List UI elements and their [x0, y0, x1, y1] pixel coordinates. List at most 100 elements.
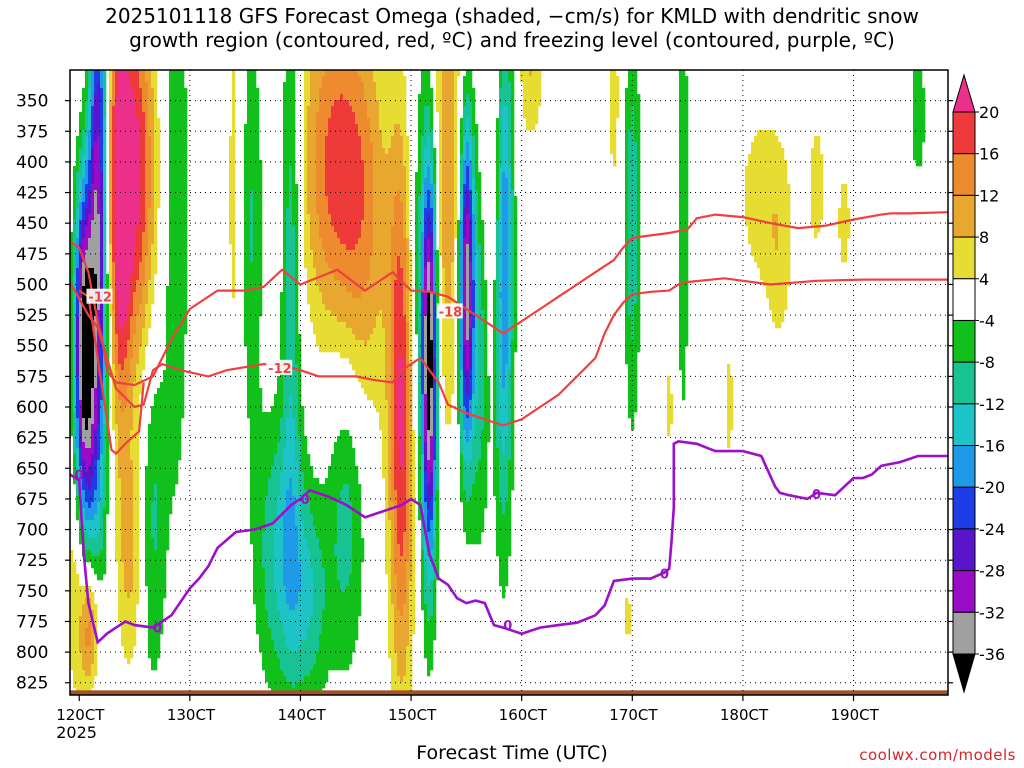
omega-cell [133, 364, 137, 371]
omega-cell [316, 322, 320, 329]
omega-cell [256, 532, 260, 539]
omega-cell [265, 424, 269, 431]
omega-cell [145, 514, 149, 521]
omega-cell [133, 502, 137, 509]
omega-cell [121, 118, 125, 125]
omega-cell [97, 508, 101, 515]
omega-cell [94, 544, 98, 551]
omega-cell [310, 298, 314, 305]
omega-cell [142, 310, 146, 317]
omega-cell [139, 106, 143, 113]
omega-cell [157, 550, 161, 557]
omega-cell [292, 568, 296, 575]
omega-cell [142, 160, 146, 167]
omega-cell [160, 400, 164, 407]
omega-cell [73, 652, 77, 659]
omega-cell [151, 148, 155, 155]
omega-cell [283, 400, 287, 407]
omega-cell [97, 340, 101, 347]
omega-cell [94, 670, 98, 677]
omega-cell [148, 580, 152, 587]
omega-cell [97, 400, 101, 407]
omega-cell [283, 670, 287, 677]
omega-cell [121, 124, 125, 131]
omega-cell [154, 586, 158, 593]
omega-cell [316, 178, 320, 185]
omega-cell [145, 328, 149, 335]
omega-cell [274, 484, 278, 491]
omega-cell [94, 142, 98, 149]
omega-cell [292, 232, 296, 239]
omega-cell [283, 148, 287, 155]
omega-cell [130, 130, 134, 137]
omega-cell [154, 520, 158, 527]
omega-cell [229, 154, 233, 161]
omega-cell [253, 100, 257, 107]
omega-cell [262, 442, 266, 449]
omega-cell [232, 238, 236, 245]
omega-cell [316, 142, 320, 149]
omega-cell [301, 418, 305, 425]
omega-cell [301, 646, 305, 653]
omega-cell [157, 400, 161, 407]
omega-cell [130, 256, 134, 263]
omega-cell [319, 166, 323, 173]
omega-cell [85, 328, 89, 335]
omega-cell [268, 526, 272, 533]
omega-cell [169, 484, 173, 491]
omega-cell [121, 352, 125, 359]
omega-cell [250, 532, 254, 539]
omega-cell [301, 676, 305, 683]
omega-cell [271, 646, 275, 653]
omega-cell [73, 304, 77, 311]
omega-cell [307, 100, 311, 107]
omega-cell [121, 544, 125, 551]
omega-cell [100, 112, 104, 119]
omega-cell [118, 496, 122, 503]
omega-cell [145, 106, 149, 113]
omega-cell [310, 466, 314, 473]
omega-cell [163, 490, 167, 497]
omega-cell [307, 88, 311, 95]
omega-cell [91, 310, 95, 317]
omega-cell [124, 544, 128, 551]
omega-cell [151, 412, 155, 419]
omega-cell [229, 148, 233, 155]
omega-cell [286, 478, 290, 485]
omega-cell [79, 316, 83, 323]
omega-cell [325, 544, 329, 551]
omega-cell [133, 106, 137, 113]
omega-cell [133, 280, 137, 287]
omega-cell [301, 406, 305, 413]
omega-cell [301, 436, 305, 443]
omega-cell [124, 634, 128, 641]
omega-cell [121, 94, 125, 101]
omega-cell [163, 424, 167, 431]
omega-cell [127, 622, 131, 629]
omega-cell [313, 124, 317, 131]
omega-cell [322, 316, 326, 323]
omega-cell [256, 88, 260, 95]
omega-cell [79, 454, 83, 461]
omega-cell [88, 496, 92, 503]
omega-cell [175, 418, 179, 425]
omega-cell [157, 118, 161, 125]
omega-cell [88, 142, 92, 149]
omega-cell [250, 520, 254, 527]
omega-cell [118, 442, 122, 449]
omega-cell [82, 670, 86, 677]
omega-cell [310, 166, 314, 173]
omega-cell [313, 598, 317, 605]
omega-cell [316, 568, 320, 575]
omega-cell [91, 232, 95, 239]
omega-cell [136, 100, 140, 107]
omega-cell [151, 160, 155, 167]
omega-cell [100, 484, 104, 491]
omega-cell [133, 406, 137, 413]
omega-cell [286, 334, 290, 341]
omega-cell [121, 460, 125, 467]
omega-cell [109, 274, 113, 281]
omega-cell [274, 550, 278, 557]
omega-cell [88, 352, 92, 359]
omega-cell [289, 136, 293, 143]
